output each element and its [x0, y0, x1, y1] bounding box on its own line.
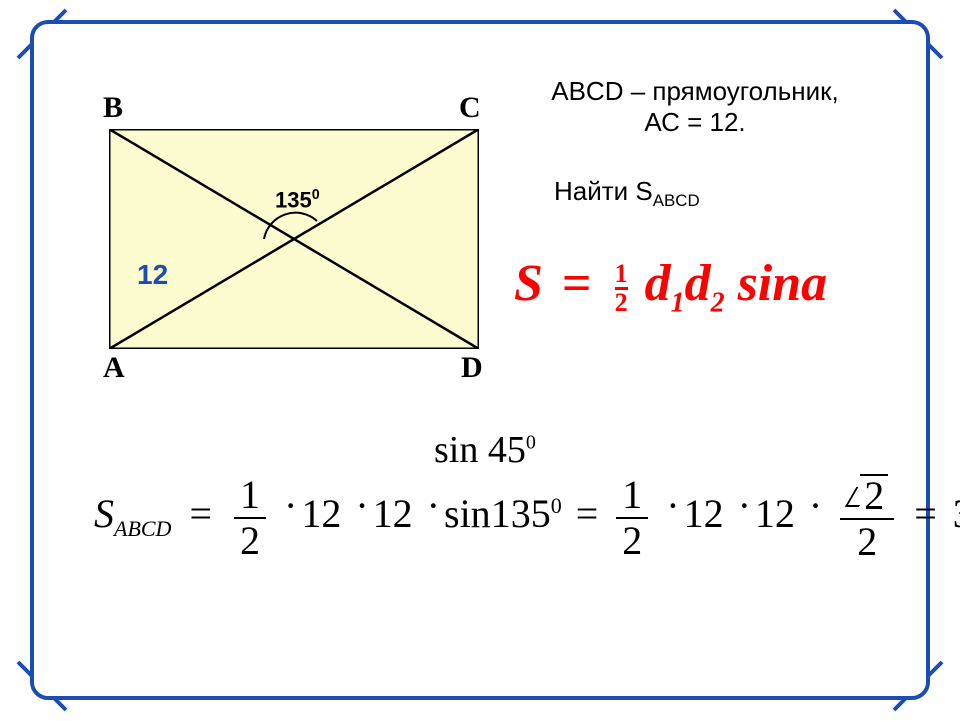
formula-half: 1 2: [615, 261, 628, 316]
formula-d1: d: [645, 255, 671, 312]
solution-line: sin 450 SABCD = 12 ·12 ·12 ·sin1350 = 12…: [94, 474, 866, 562]
sol-S-sub: ABCD: [114, 516, 171, 541]
area-formula: S = 1 2 d1d2 sina: [514, 254, 827, 319]
angle-label: 1350: [275, 187, 320, 213]
rectangle-diagram: В С A D 1350 12: [109, 129, 479, 349]
diagonal-value: 12: [137, 259, 168, 291]
problem-line1: ABCD – прямоугольник,: [551, 76, 839, 106]
sol-S: S: [94, 491, 114, 536]
vertex-B: В: [103, 91, 123, 125]
sol-sqrt2-frac: 2 2: [840, 474, 894, 562]
vertex-D: D: [461, 351, 483, 385]
sol-result: 36: [953, 491, 960, 536]
formula-sina: sina: [738, 255, 828, 312]
sol-half-1: 12: [234, 475, 266, 561]
sin45-annotation: sin 450: [434, 428, 536, 472]
slide-frame: ABCD – прямоугольник, АС = 12. Найти SAB…: [30, 20, 930, 700]
formula-S: S: [514, 255, 543, 312]
sol-half-2: 12: [616, 475, 648, 561]
formula-d2: d: [685, 255, 711, 312]
problem-line1b: АС = 12.: [644, 107, 745, 137]
find-label: Найти S: [554, 176, 653, 206]
formula-eq: =: [556, 255, 598, 312]
vertex-A: A: [103, 351, 125, 385]
diagram-svg: [109, 129, 479, 349]
find-sub: ABCD: [653, 191, 700, 210]
problem-statement: ABCD – прямоугольник, АС = 12. Найти SAB…: [514, 76, 876, 211]
vertex-C: С: [459, 91, 481, 125]
